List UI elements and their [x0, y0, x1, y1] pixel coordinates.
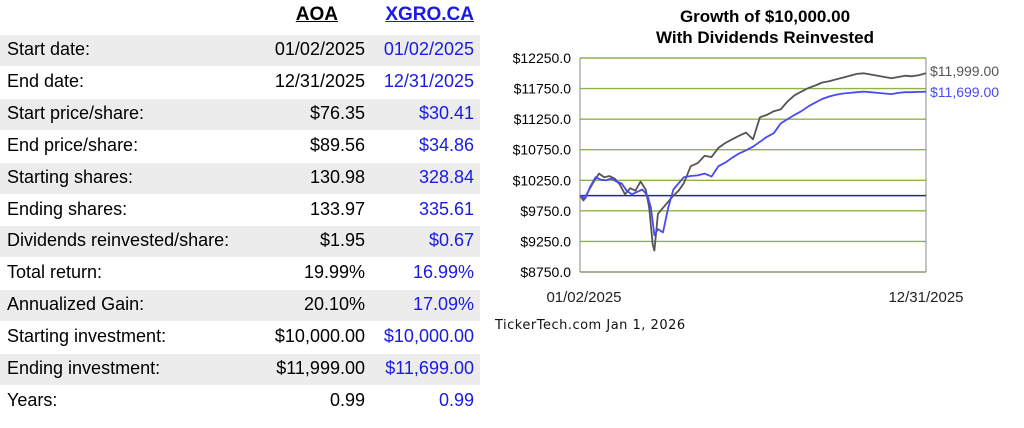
chart-title-line1: Growth of $10,000.00 [679, 7, 851, 26]
row-label: End date: [7, 70, 85, 91]
table-row: Dividends reinvested/share: $1.95 $0.67 [0, 226, 480, 258]
value-xgro: $0.67 [428, 230, 474, 251]
value-xgro: $10,000.00 [383, 326, 474, 347]
column-header-aoa[interactable]: AOA [295, 4, 338, 25]
row-label: Years: [7, 389, 58, 410]
row-label: Annualized Gain: [7, 294, 145, 315]
table-row: End price/share: $89.56 $34.86 [0, 131, 480, 162]
value-aoa: $10,000.00 [274, 326, 365, 347]
value-aoa: 0.99 [329, 389, 365, 410]
table-row: End date: 12/31/2025 12/31/2025 [0, 67, 480, 98]
value-aoa: 133.97 [309, 198, 365, 219]
value-aoa: $76.35 [309, 102, 365, 123]
table-row: Starting shares: 130.98 328.84 [0, 162, 480, 194]
row-label: Start price/share: [7, 102, 145, 123]
value-aoa: 130.98 [309, 166, 365, 187]
series-line-xgro-ca [579, 90, 927, 237]
table-row: Annualized Gain: 20.10% 17.09% [0, 290, 480, 322]
row-label: Ending investment: [7, 358, 161, 378]
value-aoa: $11,999.00 [276, 358, 365, 378]
value-xgro: 01/02/2025 [383, 39, 474, 59]
value-xgro: $11,699.00 [385, 358, 474, 378]
row-label: Ending shares: [7, 198, 128, 219]
value-aoa: $1.95 [319, 230, 365, 251]
value-xgro: 328.84 [418, 166, 474, 187]
y-tick-label: $10250.0 [513, 172, 572, 188]
y-tick-label: $8750.0 [520, 264, 571, 280]
y-tick-label: $10750.0 [513, 142, 572, 158]
y-tick-label: $11250.0 [514, 111, 572, 127]
value-xgro: 16.99% [412, 262, 474, 283]
y-tick-label: $9750.0 [520, 203, 571, 219]
y-tick-label: $11750.0 [514, 81, 572, 97]
row-label: Starting shares: [7, 166, 134, 187]
value-aoa: 12/31/2025 [274, 70, 365, 91]
chart-credit: TickerTech.com Jan 1, 2026 [495, 318, 686, 333]
table-row: Starting investment: $10,000.00 $10,000.00 [0, 322, 480, 353]
x-tick-label: 01/02/2025 [546, 289, 621, 306]
value-xgro: $34.86 [418, 134, 474, 155]
series-end-label: $11,699.00 [930, 84, 999, 100]
chart-title-line2: With Dividends Reinvested [655, 28, 875, 47]
row-label: End price/share: [7, 134, 139, 155]
table-row: Years: 0.99 0.99 [0, 386, 480, 417]
value-xgro: 0.99 [438, 389, 474, 410]
value-xgro: 12/31/2025 [383, 70, 474, 91]
series-line-aoa [579, 72, 927, 252]
table-row: Total return: 19.99% 16.99% [0, 258, 480, 289]
value-xgro: $30.41 [418, 102, 474, 123]
column-header-xgro[interactable]: XGRO.CA [385, 4, 474, 25]
row-label: Dividends reinvested/share: [7, 230, 230, 251]
row-label: Total return: [7, 262, 103, 283]
value-xgro: 335.61 [418, 198, 474, 219]
table-row: Ending shares: 133.97 335.61 [0, 195, 480, 226]
table-row: Start date: 01/02/2025 01/02/2025 [0, 35, 480, 66]
y-tick-label: $9250.0 [520, 233, 571, 249]
y-tick-label: $12250.0 [513, 50, 572, 66]
x-tick-label: 12/31/2025 [888, 289, 963, 306]
value-xgro: 17.09% [412, 294, 474, 315]
table-row: Start price/share: $76.35 $30.41 [0, 98, 480, 130]
table-row: Ending investment: $11,999.00 $11,699.00 [0, 354, 480, 385]
row-label: Start date: [7, 39, 91, 59]
value-aoa: 19.99% [303, 262, 365, 283]
value-aoa: 01/02/2025 [274, 39, 365, 59]
value-aoa: $89.56 [309, 134, 365, 155]
row-label: Starting investment: [7, 326, 167, 347]
chart-title: Growth of $10,000.00 With Dividends Rein… [600, 6, 930, 48]
value-aoa: 20.10% [303, 294, 365, 315]
series-end-label: $11,999.00 [930, 63, 999, 79]
